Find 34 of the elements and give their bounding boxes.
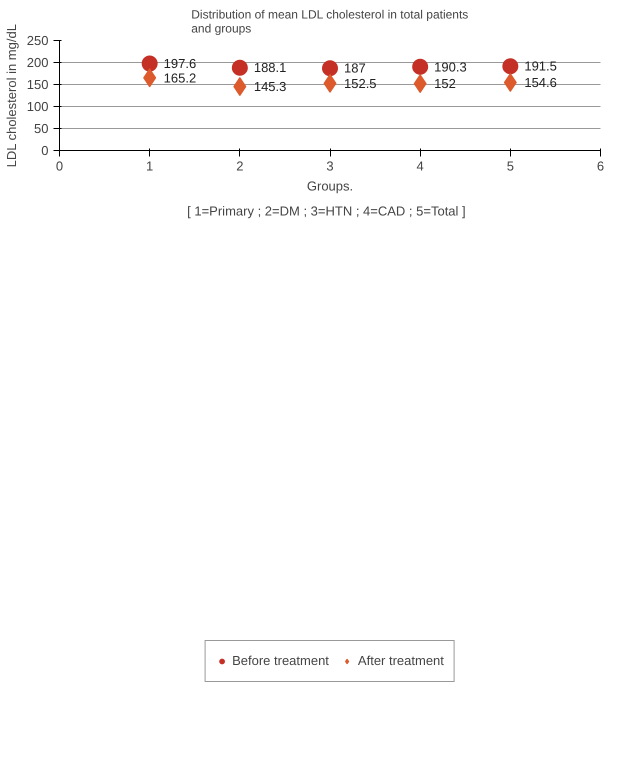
y-tick-label: 0 [41, 143, 49, 158]
x-tick-label: 5 [506, 158, 514, 174]
data-label: 188.1 [254, 60, 286, 76]
y-tick-label: 50 [34, 121, 49, 136]
data-label: 165.2 [164, 70, 196, 86]
x-tick-label: 4 [416, 158, 424, 174]
point [502, 58, 518, 74]
chart-title: Distribution of mean LDL cholesterol in total patients and groups [191, 8, 468, 36]
data-label: 145.3 [254, 79, 286, 94]
data-label: 154.6 [524, 74, 557, 90]
y-axis-title: LDL cholesterol in mg/dL [4, 24, 19, 168]
y-tick-label: 150 [26, 77, 49, 92]
x-tick-label: 1 [146, 158, 154, 174]
legend-label: Before treatment [232, 653, 329, 668]
x-tick-label: 0 [56, 158, 64, 174]
text: [ 1=Primary ; 2=DM ; 3=HTN ; 4=CAD ; 5=Total ] [187, 204, 466, 218]
point [322, 60, 338, 76]
y-tick-label: 200 [26, 55, 49, 70]
x-axis-title: Groups. [306, 178, 354, 194]
y-tick-label: 250 [26, 33, 49, 48]
data-label: 190.3 [434, 59, 467, 74]
x-tick-label: 3 [326, 158, 334, 174]
y-tick-label: 100 [26, 99, 49, 114]
data-label: 152.5 [344, 76, 377, 91]
point [232, 60, 248, 76]
point [412, 58, 428, 75]
data-label: 191.5 [524, 58, 557, 74]
data-label: 187 [344, 60, 366, 76]
data-label: 152 [434, 76, 456, 92]
legend-label: After treatment [358, 653, 444, 668]
x-tick-label: 2 [236, 158, 244, 174]
data-label: 197.6 [164, 56, 196, 72]
x-tick-label: 6 [596, 158, 604, 174]
point [142, 56, 158, 72]
